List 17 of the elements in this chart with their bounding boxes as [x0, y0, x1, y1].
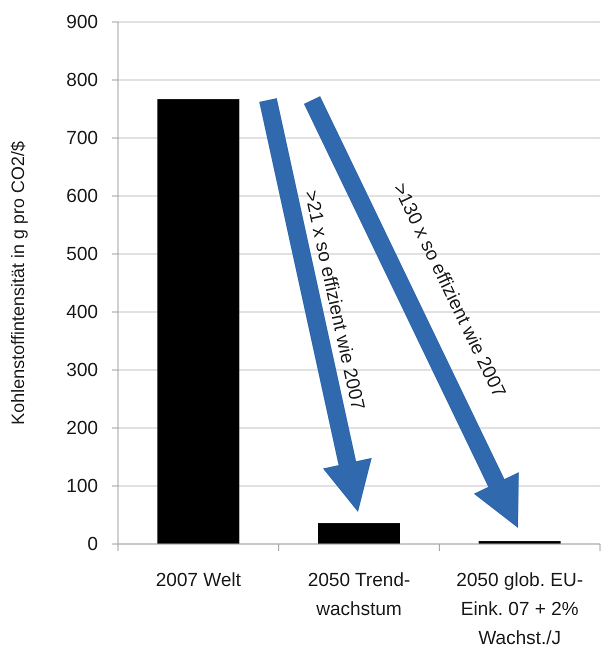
- y-tick-label: 600: [66, 186, 98, 208]
- y-tick-label: 700: [66, 128, 98, 150]
- x-tick-label: 2007 Welt: [156, 570, 242, 591]
- y-tick-label: 300: [66, 360, 98, 382]
- y-tick-label: 800: [66, 70, 98, 92]
- y-axis-title: Kohlenstoffintensität in g pro CO2/$: [8, 141, 28, 425]
- y-tick-label: 200: [66, 418, 98, 440]
- x-tick-label: 2050 Trend-wachstum: [308, 570, 410, 620]
- y-tick-label: 900: [66, 12, 98, 34]
- y-tick-label: 500: [66, 244, 98, 266]
- y-tick-label: 400: [66, 302, 98, 324]
- annotation: >21 x so effizient wie 2007: [300, 188, 368, 412]
- y-tick-label: 0: [87, 534, 98, 556]
- bar: [318, 523, 400, 544]
- x-tick-label: 2050 glob. EU-Eink. 07 + 2% Wachst./J: [456, 570, 584, 648]
- bar: [157, 99, 240, 544]
- y-tick-label: 100: [66, 476, 98, 498]
